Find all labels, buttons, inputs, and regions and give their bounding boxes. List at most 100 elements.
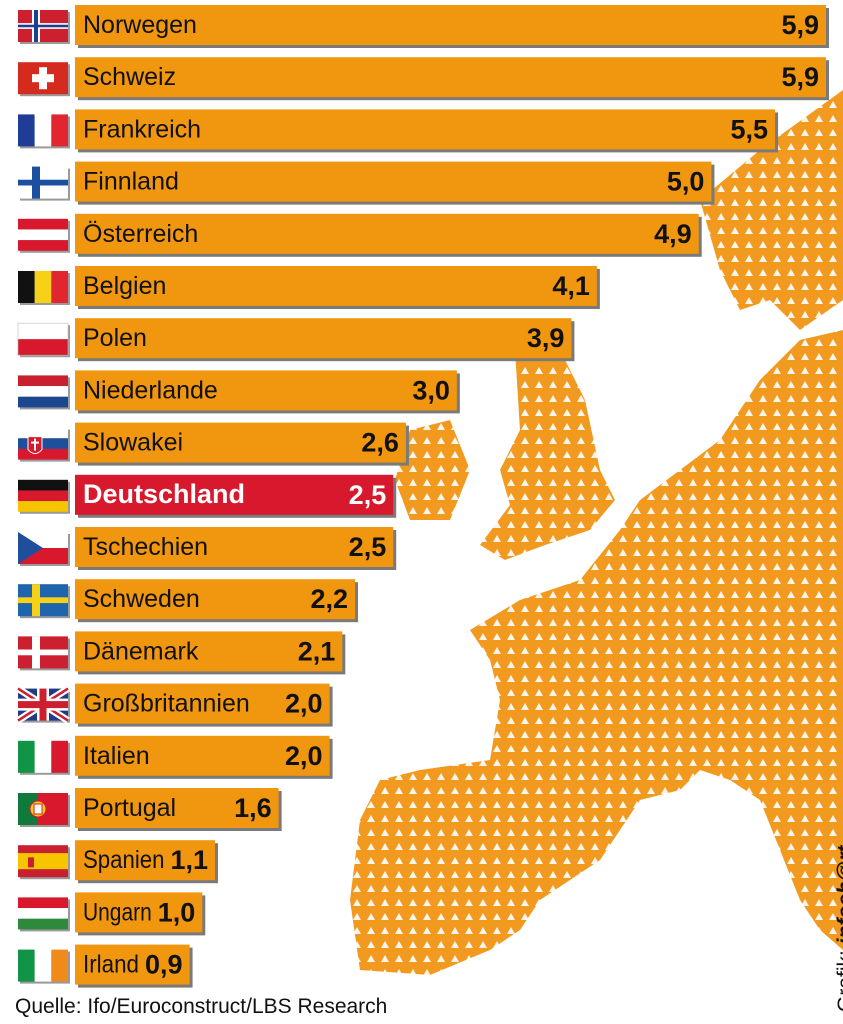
bar-label: Schweiz [83,63,176,91]
bar-label: Ungarn [83,898,152,926]
bar-value-label: 5,0 [667,167,705,197]
bar-row-dänemark: Dänemark 2,1 [18,631,346,675]
bar-label: Frankreich [83,115,201,143]
bar-finnland [75,161,712,202]
flag-czechia-icon [18,532,70,566]
flag-hungary-icon [18,897,70,932]
bar-value-label: 1,6 [234,793,272,823]
bar-niederlande [75,370,457,411]
bar-row-belgien: Belgien 4,1 [18,266,600,309]
bar-label: Niederlande [83,376,218,404]
map-britain [480,340,615,560]
bar-row-ungarn: Ungarn 1,0 [18,892,206,936]
bar-row-tschechien: Tschechien 2,5 [18,527,397,570]
bar-value-label: 5,9 [781,10,819,40]
bar-row-irland: Irland 0,9 [18,944,193,988]
bar-row-schweden: Schweden 2,2 [18,579,359,623]
bar-schweiz [75,57,826,98]
bar-row-österreich: Österreich 4,9 [18,213,702,257]
bar-schweden [75,579,356,620]
bar-belgien [75,266,597,306]
bar-value-label: 3,0 [412,375,450,405]
flag-france-icon [18,114,70,149]
bar-label: Slowakei [83,429,183,457]
bar-ungarn [75,892,203,933]
bar-norwegen [75,5,826,45]
flag-austria-icon [18,218,70,253]
map-continent [350,330,843,975]
bar-row-italien: Italien 2,0 [18,735,333,779]
bar-value-label: 5,9 [781,62,819,92]
bar-dänemark [75,631,343,672]
bar-row-deutschland: Deutschland 2,5 [18,474,397,518]
bar-row-portugal: Portugal 1,6 [18,788,282,831]
graphic-credit: Grafik: infoch@rt. [834,839,843,1012]
bar-spanien [75,840,216,881]
flag-spain-icon [18,845,70,880]
flag-finland-icon [18,166,70,201]
bar-value-label: 0,9 [145,950,183,980]
flag-italy-icon [18,740,70,775]
bar-label: Irland [83,951,139,979]
bar-label: Dänemark [83,637,199,665]
bar-deutschland [75,474,394,515]
flag-belgium-icon [18,271,70,305]
bar-value-label: 1,1 [170,845,208,875]
bar-value-label: 4,9 [654,219,692,249]
credit-prefix: Grafik: [834,950,843,1012]
bar-label: Deutschland [83,479,245,509]
bar-label: Großbritannien [83,690,250,718]
bar-row-slowakei: Slowakei 2,6 [18,422,409,466]
bar-value-label: 2,1 [298,636,336,666]
bar-label: Italien [83,742,150,770]
bar-value-label: 2,6 [361,428,399,458]
bar-value-label: 5,5 [731,114,769,144]
bar-label: Spanien [83,846,164,874]
bar-großbritannien [75,683,330,724]
flag-denmark-icon [18,636,70,671]
bar-value-label: 2,0 [285,689,323,719]
bar-italien [75,735,330,776]
source-note: Quelle: Ifo/Euroconstruct/LBS Research [15,995,388,1018]
bar-frankreich [75,109,776,150]
bar-value-label: 1,0 [158,897,196,927]
bar-slowakei [75,422,406,463]
bar-row-spanien: Spanien 1,1 [18,840,219,884]
flag-slovakia-icon [18,427,70,462]
bar-value-label: 4,1 [552,271,590,301]
bar-value-label: 2,5 [349,480,387,510]
bar-value-label: 2,0 [285,741,323,771]
bar-tschechien [75,527,394,567]
flag-poland-icon [17,322,70,358]
bar-row-frankreich: Frankreich 5,5 [18,109,779,153]
bar-value-label: 2,2 [310,584,348,614]
map-mediterranean [560,890,843,1024]
flag-sweden-icon [18,584,70,619]
bar-label: Portugal [83,794,176,822]
bar-row-großbritannien: Großbritannien 2,0 [16,683,333,727]
flag-portugal-icon [18,793,70,827]
bar-polen [75,318,572,359]
flag-germany-icon [18,479,70,514]
map-scandinavia [700,90,843,330]
bar-label: Schweden [83,585,200,613]
bar-row-finnland: Finnland 5,0 [18,161,715,205]
bar-label: Belgien [83,272,166,300]
bar-row-niederlande: Niederlande 3,0 [18,370,460,414]
bar-portugal [75,788,279,828]
bar-österreich [75,213,699,254]
flag-norway-icon [18,10,70,44]
flag-ireland-icon [18,949,70,984]
flag-netherlands-icon [18,375,70,410]
credit-brand: infoch@rt. [834,839,843,945]
bar-irland [75,944,190,985]
bar-label: Österreich [83,220,198,248]
flag-uk-icon [16,685,70,724]
bar-label: Norwegen [83,11,197,39]
map-ireland [395,420,470,520]
bar-row-norwegen: Norwegen 5,9 [18,5,829,48]
bar-value-label: 2,5 [349,532,387,562]
bar-row-schweiz: Schweiz 5,9 [18,57,829,101]
flag-switzerland-icon [18,62,70,97]
